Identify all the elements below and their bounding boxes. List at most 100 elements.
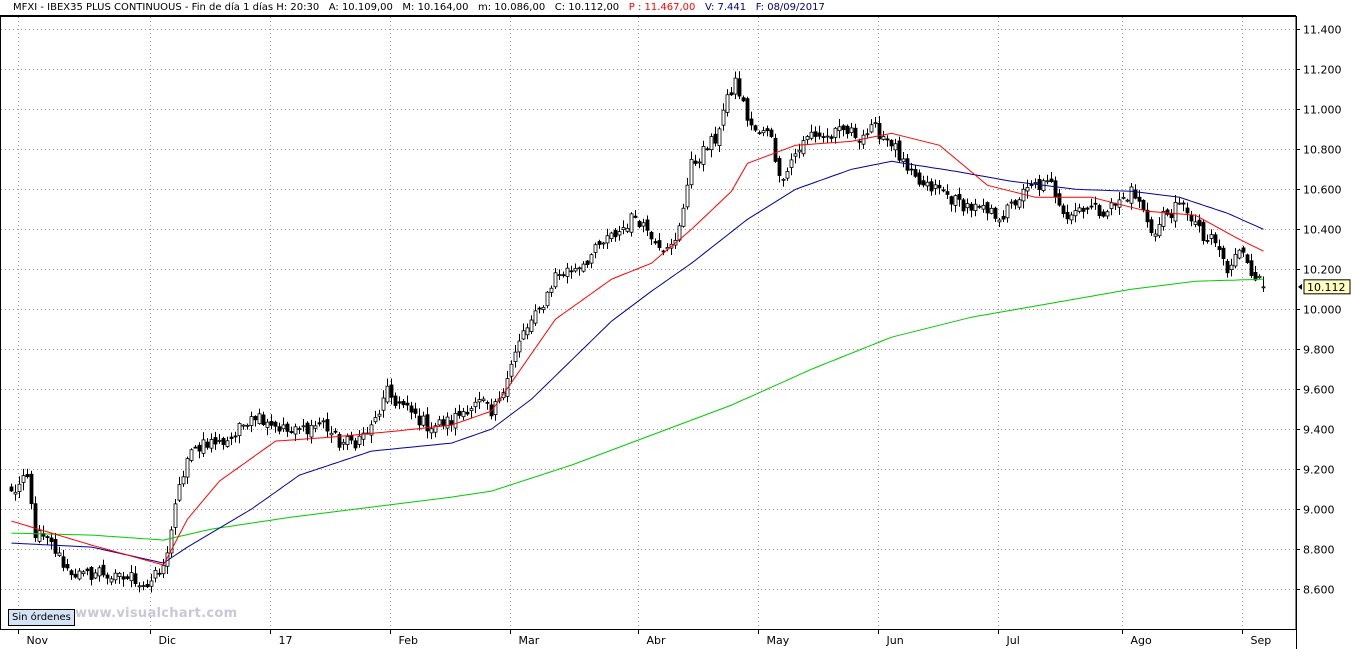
candle-body-up [997, 219, 1002, 223]
candle-body-down [985, 202, 990, 214]
candle [13, 484, 18, 501]
candle-body-up [377, 413, 382, 417]
candle [485, 400, 490, 410]
x-tick-label: Mar [519, 634, 540, 647]
candle-body-down [73, 573, 78, 578]
candle [381, 390, 386, 418]
candle [525, 323, 530, 340]
candle-body-up [581, 263, 586, 272]
candle-body-up [785, 171, 790, 179]
candle [889, 139, 894, 152]
candle [177, 476, 182, 503]
candle [273, 420, 278, 433]
candle [97, 565, 102, 582]
candle-body-up [357, 435, 362, 445]
candle [729, 86, 734, 96]
candle [1233, 247, 1238, 269]
candle [181, 470, 186, 487]
candle-body-down [1053, 180, 1058, 198]
candle [197, 442, 202, 459]
candle [461, 407, 466, 421]
candle [1201, 219, 1206, 245]
candle [89, 566, 94, 586]
x-tick-label: Sep [1251, 634, 1272, 647]
candle [981, 198, 986, 213]
candle [597, 239, 602, 249]
candle-body-down [637, 220, 642, 228]
candle-body-down [633, 215, 638, 218]
candle [549, 285, 554, 297]
candle [389, 378, 394, 405]
candle [1065, 204, 1070, 224]
candle [517, 333, 522, 358]
candle [21, 468, 26, 491]
candle [457, 404, 462, 419]
candle [833, 126, 838, 144]
candle [1005, 203, 1010, 223]
candle [717, 126, 722, 153]
candle-body-down [597, 241, 602, 245]
candle [253, 415, 258, 427]
candle [49, 532, 54, 550]
candle [769, 127, 774, 139]
candle [893, 138, 898, 158]
candle [617, 225, 622, 241]
candle-body-up [849, 127, 854, 133]
candle [1001, 210, 1006, 223]
candle [1129, 183, 1134, 210]
candle [1193, 214, 1198, 228]
candle [1145, 202, 1150, 228]
candle [169, 526, 174, 558]
candle-body-down [777, 157, 782, 176]
candle [277, 422, 282, 435]
chart-header: MFXI - IBEX35 PLUS CONTINUOUS - Fin de d… [0, 0, 1296, 16]
candle [241, 424, 246, 430]
candle [965, 198, 970, 214]
candle [953, 194, 958, 213]
candle-body-down [537, 307, 542, 310]
candle-body-up [925, 181, 930, 187]
candle [577, 266, 582, 276]
candle [1105, 209, 1110, 220]
candle [481, 396, 486, 403]
y-tick-label: 9.000 [1303, 504, 1335, 517]
candle [1177, 197, 1182, 205]
candle-body-down [1061, 205, 1066, 214]
candle [737, 71, 742, 100]
candle [377, 409, 382, 421]
candle-body-up [265, 421, 270, 428]
candle-body-down [229, 436, 234, 439]
candle [601, 241, 606, 249]
candle [1121, 192, 1126, 200]
candle [209, 433, 214, 453]
candle-body-up [1209, 234, 1214, 239]
candle-body-down [397, 401, 402, 404]
candle [929, 178, 934, 196]
candle-body-down [1169, 213, 1174, 219]
candle-body-up [1173, 201, 1178, 222]
candle-body-up [309, 424, 314, 438]
header-low: m: 10.086,00 [478, 2, 546, 13]
candle [1013, 199, 1018, 210]
candle [397, 396, 402, 410]
candle-body-down [897, 140, 902, 161]
y-tick-label: 8.600 [1303, 584, 1335, 597]
candle-body-up [1033, 182, 1038, 184]
candle-body-down [1001, 215, 1006, 220]
orders-button[interactable]: Sin órdenes [8, 609, 75, 626]
last-price-marker [1298, 283, 1302, 290]
candle [513, 344, 518, 368]
candle-body-down [121, 576, 126, 580]
candle-body-down [909, 168, 914, 171]
candle [1261, 276, 1266, 293]
candle [93, 569, 98, 580]
candle-body-up [1025, 187, 1030, 192]
candle-body-down [333, 430, 338, 433]
candle-body-down [813, 131, 818, 137]
candle-body-down [1241, 247, 1246, 253]
candle-body-up [641, 222, 646, 227]
candle [681, 203, 686, 228]
candle [309, 419, 314, 444]
candle-body-up [81, 571, 86, 574]
